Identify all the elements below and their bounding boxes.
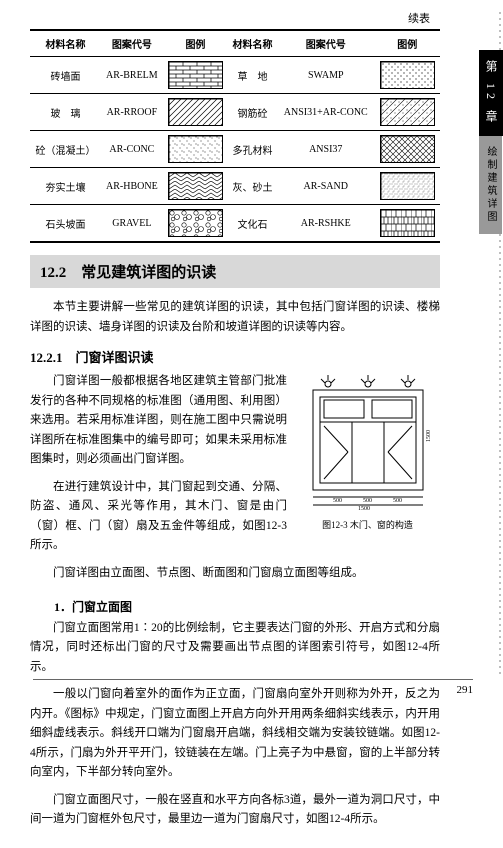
subsection-header: 12.2.1 门窗详图识读 <box>30 347 440 366</box>
table-header: 材料名称 <box>228 30 277 57</box>
para-6: 门窗立面图尺寸，一般在竖直和水平方向各标3道，最外一道为洞口尺寸，中间一道为门窗… <box>30 791 440 830</box>
svg-text:1500: 1500 <box>426 430 432 442</box>
svg-text:500: 500 <box>363 498 372 504</box>
continued-label: 续表 <box>30 10 440 26</box>
section-title: 常见建筑详图的识读 <box>81 265 216 281</box>
figure-caption: 图12-3 木门、窗的构造 <box>295 518 440 531</box>
table-header: 材料名称 <box>30 30 101 57</box>
intro-para: 本节主要讲解一些常见的建筑详图的识读，其中包括门窗详图的识读、楼梯详图的识读、墙… <box>30 298 440 337</box>
table-header: 图例 <box>163 30 228 57</box>
chapter-tab: 第 12 章 <box>479 50 503 136</box>
table-row: 砼（混凝土）AR-CONC多孔材料ANSI37 <box>30 131 440 168</box>
section-number: 12.2 <box>40 265 66 281</box>
para-5: 一般以门窗向着室外的面作为正立面，门窗扇向室外开则称为外开，反之为内开。《图标》… <box>30 685 440 783</box>
table-header: 图例 <box>375 30 440 57</box>
subsub-1: 1．门窗立面图 <box>30 598 440 615</box>
material-table: 材料名称图案代号图例材料名称图案代号图例 砖墙面AR-BRELM草 地SWAMP… <box>30 29 440 243</box>
table-row: 石头坡面GRAVEL文化石AR-RSHKE <box>30 205 440 243</box>
svg-text:1500: 1500 <box>358 506 370 512</box>
table-header: 图案代号 <box>277 30 375 57</box>
svg-text:500: 500 <box>393 498 402 504</box>
table-row: 砖墙面AR-BRELM草 地SWAMP <box>30 57 440 94</box>
table-header: 图案代号 <box>101 30 163 57</box>
para-3: 门窗详图由立面图、节点图、断面图和门窗扇立面图等组成。 <box>30 564 440 584</box>
figure-12-3: 500 500 500 1500 1500 图12-3 木门、窗的构造 <box>295 372 440 531</box>
para-4: 门窗立面图常用1∶20的比例绘制，它主要表达门窗的外形、开启方式和分扇情况，同时… <box>30 619 440 678</box>
svg-text:500: 500 <box>333 498 342 504</box>
page-number: 291 <box>457 684 474 696</box>
section-header: 12.2 常见建筑详图的识读 <box>30 255 440 288</box>
table-row: 夯实土壤AR-HBONE灰、砂土AR-SAND <box>30 168 440 205</box>
topic-tab: 绘制建筑详图 <box>479 136 502 234</box>
table-row: 玻 璃AR-RROOF钢筋砼ANSI31+AR-CONC <box>30 94 440 131</box>
